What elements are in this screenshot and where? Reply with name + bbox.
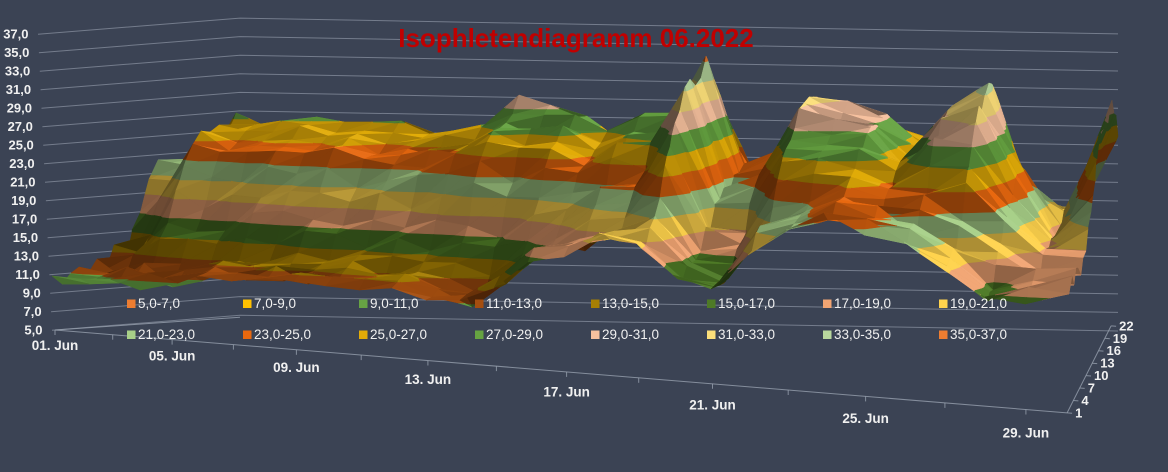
svg-text:17,0: 17,0 [12,212,37,227]
svg-text:7: 7 [1088,381,1095,396]
svg-text:13. Jun: 13. Jun [405,372,452,387]
svg-text:25. Jun: 25. Jun [842,411,889,426]
svg-text:11,0-13,0: 11,0-13,0 [486,296,542,311]
svg-text:19,0-21,0: 19,0-21,0 [950,296,1007,311]
svg-text:11,0: 11,0 [15,267,40,282]
svg-text:5,0: 5,0 [24,323,42,338]
svg-text:23,0-25,0: 23,0-25,0 [254,327,311,342]
svg-text:19: 19 [1113,331,1127,346]
svg-text:17,0-19,0: 17,0-19,0 [834,296,891,311]
svg-text:27,0: 27,0 [8,119,33,134]
svg-text:21,0: 21,0 [10,175,35,190]
svg-text:5,0-7,0: 5,0-7,0 [138,296,180,311]
svg-text:13,0: 13,0 [14,249,39,264]
svg-text:05. Jun: 05. Jun [149,349,196,364]
svg-text:25,0: 25,0 [8,138,33,153]
svg-text:21. Jun: 21. Jun [689,398,736,413]
svg-text:31,0: 31,0 [6,82,31,97]
svg-text:29,0-31,0: 29,0-31,0 [602,327,659,342]
svg-text:21,0-23,0: 21,0-23,0 [138,327,195,342]
svg-text:15,0-17,0: 15,0-17,0 [718,296,775,311]
svg-text:09. Jun: 09. Jun [273,360,320,375]
svg-text:01. Jun: 01. Jun [32,338,79,353]
svg-text:13: 13 [1100,356,1114,371]
svg-text:4: 4 [1081,393,1089,408]
svg-text:1: 1 [1075,405,1082,420]
svg-text:9,0-11,0: 9,0-11,0 [370,296,419,311]
svg-text:35,0: 35,0 [4,45,29,60]
svg-text:Isophletendiagramm 06.2022: Isophletendiagramm 06.2022 [398,23,753,53]
svg-text:10: 10 [1094,368,1108,383]
svg-text:33,0: 33,0 [5,64,30,79]
svg-text:25,0-27,0: 25,0-27,0 [370,327,427,342]
svg-text:13,0-15,0: 13,0-15,0 [602,296,659,311]
svg-text:7,0-9,0: 7,0-9,0 [254,296,296,311]
svg-text:22: 22 [1119,318,1133,333]
svg-text:17. Jun: 17. Jun [543,385,590,400]
svg-text:23,0: 23,0 [9,156,34,171]
svg-text:9,0: 9,0 [23,286,41,301]
svg-text:16: 16 [1107,343,1121,358]
svg-text:19,0: 19,0 [11,193,36,208]
svg-text:37,0: 37,0 [3,27,28,42]
svg-text:33,0-35,0: 33,0-35,0 [834,327,891,342]
svg-text:31,0-33,0: 31,0-33,0 [718,327,775,342]
svg-text:7,0: 7,0 [24,304,42,319]
svg-text:29,0: 29,0 [7,101,32,116]
svg-text:15,0: 15,0 [13,230,38,245]
svg-text:35,0-37,0: 35,0-37,0 [950,327,1007,342]
svg-text:29. Jun: 29. Jun [1003,426,1050,441]
svg-text:27,0-29,0: 27,0-29,0 [486,327,543,342]
